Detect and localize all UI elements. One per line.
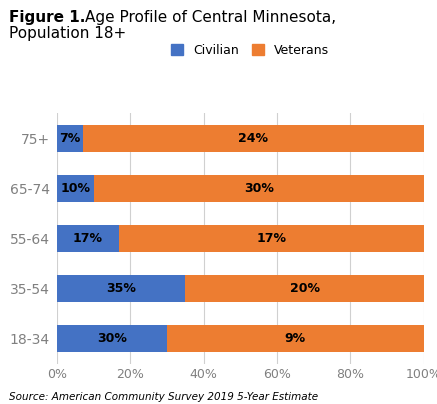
Text: 30%: 30% [244, 182, 274, 195]
Bar [185, 275, 424, 302]
Bar [57, 175, 94, 202]
Bar [57, 124, 83, 152]
Bar [57, 225, 119, 252]
Text: 10%: 10% [60, 182, 90, 195]
Text: Figure 1.: Figure 1. [9, 10, 85, 25]
Text: 17%: 17% [257, 232, 287, 245]
Bar [83, 124, 424, 152]
Text: Age Profile of Central Minnesota,: Age Profile of Central Minnesota, [85, 10, 336, 25]
Text: 20%: 20% [290, 282, 319, 295]
Text: 17%: 17% [73, 232, 103, 245]
Text: Population 18+: Population 18+ [9, 26, 126, 41]
Bar [119, 225, 424, 252]
Text: 9%: 9% [285, 332, 306, 345]
Bar [57, 325, 167, 352]
Text: 30%: 30% [97, 332, 127, 345]
Text: 24%: 24% [238, 132, 268, 145]
Bar [94, 175, 424, 202]
Text: 35%: 35% [106, 282, 136, 295]
Legend: Civilian, Veterans: Civilian, Veterans [166, 39, 334, 62]
Bar [167, 325, 424, 352]
Bar [57, 275, 185, 302]
Text: Source: American Community Survey 2019 5-Year Estimate: Source: American Community Survey 2019 5… [9, 392, 318, 402]
Text: 7%: 7% [59, 132, 80, 145]
